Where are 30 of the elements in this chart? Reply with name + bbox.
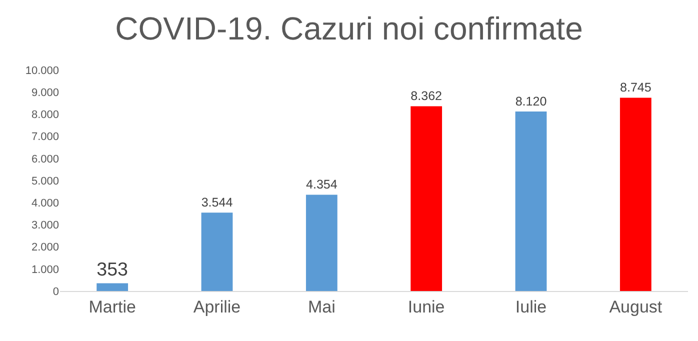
chart-title: COVID-19. Cazuri noi confirmate <box>115 10 583 46</box>
y-tick-label: 2.000 <box>31 242 59 254</box>
bar <box>201 212 233 291</box>
data-label: 8.362 <box>410 89 442 104</box>
y-tick-label: 3.000 <box>31 220 59 232</box>
x-tick-label: Aprilie <box>193 297 241 316</box>
bar <box>620 98 652 291</box>
y-tick-label: 4.000 <box>31 197 59 210</box>
y-tick-label: 5.000 <box>31 175 59 188</box>
data-label: 8.745 <box>620 80 652 95</box>
data-label: 3.544 <box>201 196 233 210</box>
x-tick-label: August <box>609 297 662 316</box>
data-label: 353 <box>96 258 128 280</box>
x-tick-label: Mai <box>308 297 336 316</box>
bar <box>515 112 547 291</box>
y-tick-label: 9.000 <box>31 86 59 99</box>
y-tick-label: 8.000 <box>31 109 59 122</box>
x-tick-label: Martie <box>88 297 136 316</box>
y-tick-label: 1.000 <box>31 264 59 276</box>
x-tick-label: Iunie <box>408 297 445 316</box>
data-label: 8.120 <box>515 94 547 108</box>
x-tick-label: Iulie <box>515 297 547 316</box>
y-tick-label: 0 <box>52 286 59 298</box>
y-tick-label: 10.000 <box>25 64 59 77</box>
bar <box>96 283 128 291</box>
bar <box>306 194 338 291</box>
y-tick-label: 7.000 <box>31 131 59 144</box>
data-label: 4.354 <box>306 178 338 192</box>
y-tick-label: 6.000 <box>31 153 59 166</box>
bar <box>410 106 442 291</box>
